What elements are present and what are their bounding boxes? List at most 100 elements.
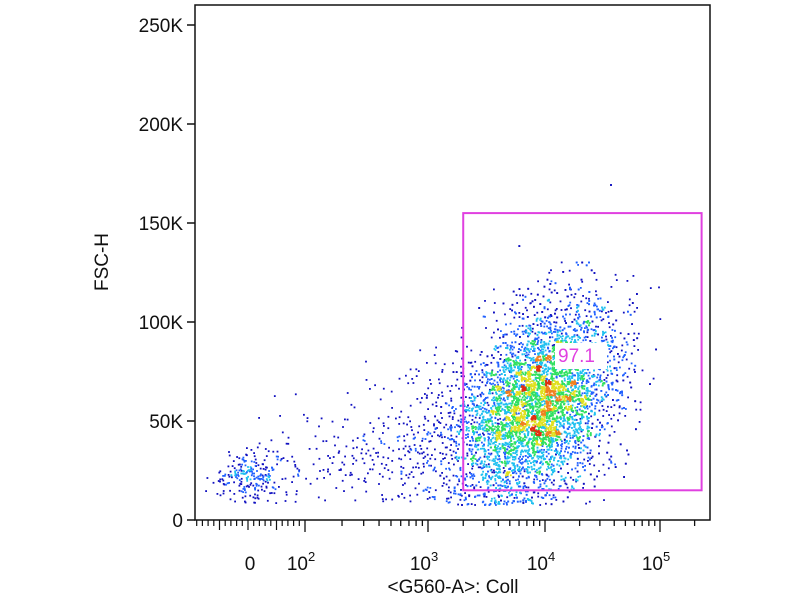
event-dot — [417, 466, 420, 469]
event-dot — [484, 474, 487, 477]
event-dot — [292, 475, 295, 478]
event-dot — [493, 302, 496, 304]
event-dot — [521, 458, 523, 460]
event-dot — [577, 377, 579, 379]
event-dot — [548, 321, 551, 324]
event-dot — [503, 484, 506, 487]
event-dot — [617, 399, 620, 401]
event-dot — [586, 407, 589, 410]
event-dot — [613, 431, 616, 433]
event-dot — [595, 294, 598, 296]
event-dot — [547, 369, 549, 372]
event-dot — [337, 452, 340, 454]
event-dot — [419, 401, 422, 404]
event-dot — [580, 430, 583, 433]
event-dot — [261, 474, 264, 477]
event-dot — [598, 452, 600, 455]
event-dot — [487, 452, 490, 455]
event-dot — [523, 395, 525, 397]
event-dot — [338, 450, 341, 453]
event-dot — [525, 493, 528, 496]
event-dot — [408, 451, 411, 454]
event-dot — [509, 407, 512, 409]
event-dot — [392, 449, 395, 452]
event-dot — [522, 445, 525, 448]
event-dot — [334, 444, 336, 447]
event-dot — [504, 444, 507, 447]
event-dot — [337, 436, 340, 439]
event-dot — [527, 441, 530, 444]
event-dot — [438, 382, 441, 385]
event-dot — [504, 409, 506, 412]
event-dot — [445, 500, 448, 503]
event-dot — [466, 443, 468, 446]
event-dot — [505, 365, 507, 368]
event-dot — [574, 406, 577, 409]
event-dot — [354, 499, 357, 502]
event-dot — [521, 431, 523, 434]
event-dot — [381, 475, 384, 478]
event-dot — [380, 462, 383, 465]
event-dot — [633, 332, 636, 335]
event-dot — [537, 352, 539, 355]
event-dot — [536, 451, 538, 454]
event-dot — [456, 430, 459, 433]
event-dot — [585, 321, 587, 323]
event-dot — [275, 455, 278, 458]
event-dot — [493, 402, 496, 404]
event-dot — [560, 457, 562, 460]
event-dot — [561, 393, 564, 396]
event-dot — [454, 426, 456, 429]
event-dot — [541, 361, 544, 364]
event-dot — [483, 373, 486, 376]
event-dot — [252, 484, 255, 487]
event-dot — [508, 424, 511, 427]
event-dot — [479, 426, 482, 429]
event-dot — [543, 344, 546, 347]
event-dot — [474, 496, 476, 498]
event-dot — [636, 307, 638, 309]
event-dot — [385, 464, 388, 466]
event-dot — [407, 450, 410, 453]
event-dot — [537, 381, 540, 383]
event-dot — [535, 476, 538, 478]
event-dot — [219, 494, 222, 497]
event-dot — [460, 375, 463, 378]
event-dot — [560, 467, 562, 470]
event-dot — [513, 399, 515, 401]
event-dot — [493, 374, 496, 377]
event-dot — [547, 327, 550, 330]
event-dot — [469, 362, 472, 364]
event-dot — [613, 414, 615, 417]
event-dot — [574, 447, 577, 450]
event-dot — [499, 399, 502, 402]
event-dot — [607, 385, 610, 388]
event-dot — [548, 415, 551, 418]
event-dot — [391, 460, 394, 462]
event-dot — [594, 413, 596, 415]
event-dot — [502, 334, 505, 336]
event-dot — [243, 460, 246, 462]
event-dot — [486, 382, 488, 384]
event-dot — [484, 503, 487, 506]
event-dot — [565, 431, 567, 434]
event-dot — [580, 394, 583, 397]
event-dot — [530, 292, 533, 295]
event-dot — [263, 459, 266, 462]
event-dot — [426, 453, 429, 456]
event-dot — [543, 343, 546, 345]
event-dot — [563, 423, 565, 425]
event-dot — [601, 405, 604, 407]
event-dot — [574, 385, 576, 387]
event-dot — [495, 501, 497, 504]
event-dot — [518, 316, 521, 318]
event-dot — [238, 457, 241, 460]
event-dot — [566, 486, 569, 489]
event-dot — [599, 376, 601, 379]
event-dot — [550, 469, 553, 471]
event-dot — [375, 452, 377, 454]
event-dot — [498, 475, 501, 478]
event-dot — [329, 473, 331, 476]
event-dot — [498, 447, 500, 450]
event-dot — [497, 328, 499, 331]
